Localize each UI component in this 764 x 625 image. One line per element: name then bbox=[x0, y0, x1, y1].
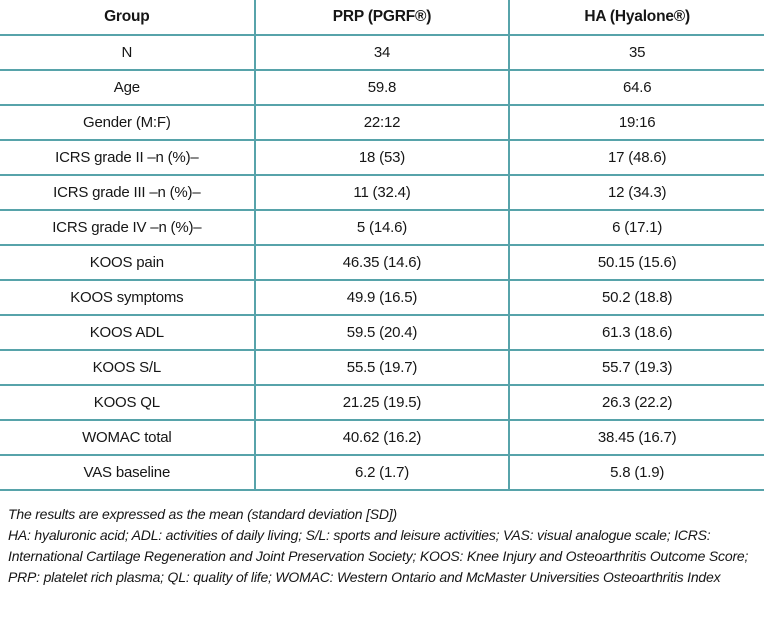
table-cell: 19:16 bbox=[508, 105, 764, 141]
footnote-abbreviations: HA: hyaluronic acid; ADL: activities of … bbox=[8, 527, 749, 585]
table-cell: 59.5 (20.4) bbox=[253, 315, 510, 351]
row-label: KOOS ADL bbox=[0, 315, 255, 351]
row-label: ICRS grade IV –n (%)– bbox=[0, 210, 255, 246]
table-row: ICRS grade II –n (%)– 18 (53) 17 (48.6) bbox=[0, 140, 764, 176]
table-row: N 34 35 bbox=[0, 35, 764, 71]
table-cell: 49.9 (16.5) bbox=[253, 280, 510, 316]
table-cell: 46.35 (14.6) bbox=[253, 245, 510, 281]
table-cell: 64.6 bbox=[508, 70, 764, 106]
table-row: WOMAC total 40.62 (16.2) 38.45 (16.7) bbox=[0, 420, 764, 456]
table-cell: 18 (53) bbox=[253, 140, 510, 176]
table-footnotes: The results are expressed as the mean (s… bbox=[0, 491, 764, 588]
table-row: ICRS grade III –n (%)– 11 (32.4) 12 (34.3) bbox=[0, 175, 764, 211]
table-cell: 6.2 (1.7) bbox=[253, 455, 510, 491]
table-row: Age 59.8 64.6 bbox=[0, 70, 764, 106]
col-header-prp: PRP (PGRF®) bbox=[253, 0, 510, 36]
table-cell: 21.25 (19.5) bbox=[253, 385, 510, 421]
table-header-row: Group PRP (PGRF®) HA (Hyalone®) bbox=[0, 0, 764, 36]
table-cell: 11 (32.4) bbox=[253, 175, 510, 211]
row-label: ICRS grade III –n (%)– bbox=[0, 175, 255, 211]
table-cell: 50.15 (15.6) bbox=[508, 245, 764, 281]
footnote-mean-sd: The results are expressed as the mean (s… bbox=[8, 506, 397, 522]
table-cell: 22:12 bbox=[253, 105, 510, 141]
table-row: KOOS pain 46.35 (14.6) 50.15 (15.6) bbox=[0, 245, 764, 281]
table-cell: 26.3 (22.2) bbox=[508, 385, 764, 421]
table-cell: 61.3 (18.6) bbox=[508, 315, 764, 351]
row-label: N bbox=[0, 35, 255, 71]
table-row: KOOS ADL 59.5 (20.4) 61.3 (18.6) bbox=[0, 315, 764, 351]
table-row: KOOS QL 21.25 (19.5) 26.3 (22.2) bbox=[0, 385, 764, 421]
table-cell: 17 (48.6) bbox=[508, 140, 764, 176]
table-row: Gender (M:F) 22:12 19:16 bbox=[0, 105, 764, 141]
row-label: ICRS grade II –n (%)– bbox=[0, 140, 255, 176]
row-label: WOMAC total bbox=[0, 420, 255, 456]
col-header-ha: HA (Hyalone®) bbox=[508, 0, 764, 36]
table-cell: 12 (34.3) bbox=[508, 175, 764, 211]
table-cell: 55.7 (19.3) bbox=[508, 350, 764, 386]
table-row: VAS baseline 6.2 (1.7) 5.8 (1.9) bbox=[0, 455, 764, 491]
table-row: KOOS S/L 55.5 (19.7) 55.7 (19.3) bbox=[0, 350, 764, 386]
table-cell: 38.45 (16.7) bbox=[508, 420, 764, 456]
row-label: KOOS QL bbox=[0, 385, 255, 421]
table-head: Group PRP (PGRF®) HA (Hyalone®) bbox=[0, 0, 764, 36]
col-header-group: Group bbox=[0, 0, 255, 36]
row-label: KOOS S/L bbox=[0, 350, 255, 386]
table-cell: 5 (14.6) bbox=[253, 210, 510, 246]
row-label: KOOS symptoms bbox=[0, 280, 255, 316]
table-body: N 34 35 Age 59.8 64.6 Gender (M:F) 22:12 19:16 IC… bbox=[0, 35, 764, 491]
table-row: KOOS symptoms 49.9 (16.5) 50.2 (18.8) bbox=[0, 280, 764, 316]
table-cell: 59.8 bbox=[253, 70, 510, 106]
table-cell: 55.5 (19.7) bbox=[253, 350, 510, 386]
table-cell: 6 (17.1) bbox=[508, 210, 764, 246]
table-cell: 50.2 (18.8) bbox=[508, 280, 764, 316]
table-cell: 40.62 (16.2) bbox=[253, 420, 510, 456]
results-table: Group PRP (PGRF®) HA (Hyalone®) N 34 35 Age… bbox=[0, 0, 764, 491]
table-cell: 5.8 (1.9) bbox=[508, 455, 764, 491]
row-label: Age bbox=[0, 70, 255, 106]
row-label: Gender (M:F) bbox=[0, 105, 255, 141]
row-label: KOOS pain bbox=[0, 245, 255, 281]
table-cell: 35 bbox=[508, 35, 764, 71]
row-label: VAS baseline bbox=[0, 455, 255, 491]
table-cell: 34 bbox=[253, 35, 510, 71]
table-row: ICRS grade IV –n (%)– 5 (14.6) 6 (17.1) bbox=[0, 210, 764, 246]
